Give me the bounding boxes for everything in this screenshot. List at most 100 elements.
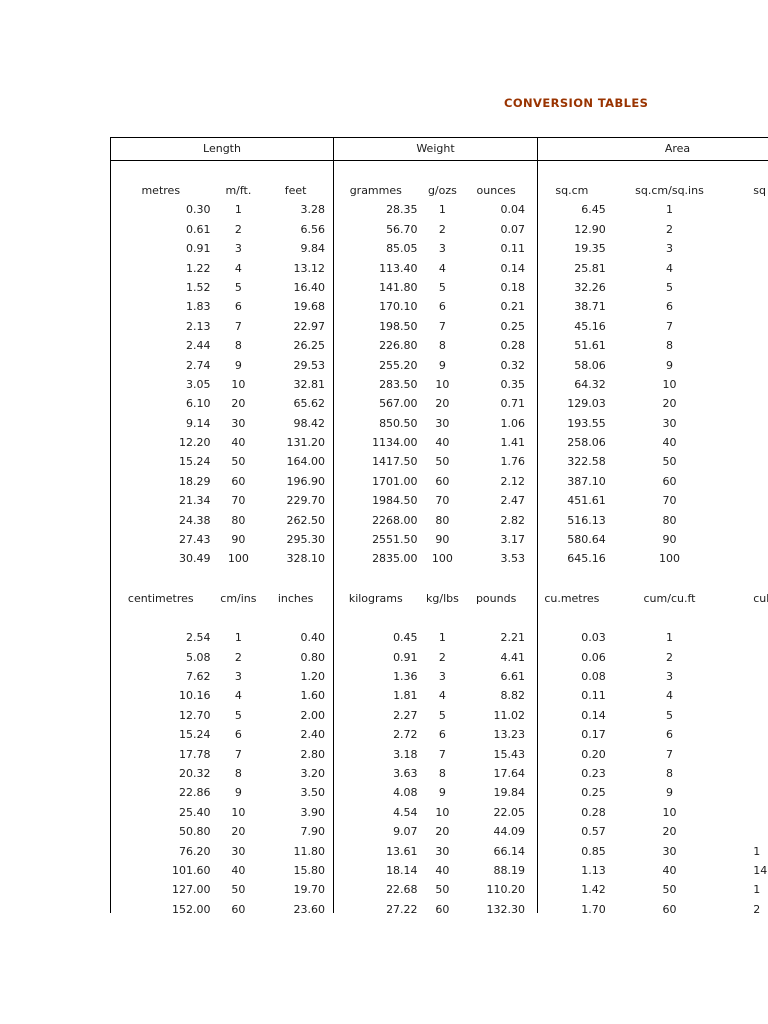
cell — [733, 725, 768, 744]
cell: 1.83 — [186, 300, 211, 314]
cell: 56.70 — [386, 222, 418, 236]
cell: 50.80 — [179, 825, 211, 839]
cell: 50 — [662, 455, 677, 469]
cell: 20 — [662, 825, 677, 839]
cell: 70 — [662, 494, 677, 508]
cell: 30 — [435, 844, 450, 858]
table-row: 58.06 9 — [538, 356, 768, 375]
cell: 6 — [234, 728, 242, 742]
weight-column-group: grammes g/ozs ounces 28.35 1 0.04 56.70 2 0.07 85… — [334, 161, 538, 913]
table-row: 387.10 60 — [538, 472, 768, 491]
cell: 4.08 — [393, 786, 418, 800]
table-row: 30.49 100 328.10 — [111, 549, 333, 568]
table-row: 5.08 2 0.80 — [111, 648, 333, 667]
column-header: ounces — [476, 184, 516, 197]
cell: 21.34 — [179, 494, 211, 508]
cell — [733, 375, 768, 394]
cell: 19.70 — [293, 883, 325, 897]
column-header: g/ozs — [427, 184, 457, 197]
table-row: 0.45 1 2.21 — [334, 628, 537, 647]
table-row: 10.16 4 1.60 — [111, 686, 333, 705]
cell: 20 — [231, 397, 246, 411]
cell: 85.05 — [386, 242, 418, 256]
cell — [733, 667, 768, 686]
table-row: 15.24 50 164.00 — [111, 452, 333, 471]
column-header-row: sq.cm sq.cm/sq.ins sq — [538, 181, 768, 200]
cell: 7 — [234, 319, 242, 333]
cell: 9.84 — [300, 242, 325, 256]
table-row: 226.80 8 0.28 — [334, 336, 537, 355]
table-row: 21.34 70 229.70 — [111, 491, 333, 510]
cell — [733, 394, 768, 413]
cell: 4 — [438, 261, 446, 275]
cell: 6 — [438, 728, 446, 742]
table-row: 0.85 30 1 — [538, 842, 768, 861]
cell — [733, 530, 768, 549]
cell: 4 — [234, 689, 242, 703]
cell — [733, 822, 768, 841]
cell: 5 — [665, 280, 673, 294]
row-spacer — [538, 161, 768, 181]
cell: 567.00 — [379, 397, 418, 411]
table-row: 6.10 20 65.62 — [111, 394, 333, 413]
cell: 38.71 — [574, 300, 606, 314]
cell: 0.25 — [500, 319, 526, 333]
cell: 9 — [665, 786, 673, 800]
table-row: 2.13 7 22.97 — [111, 317, 333, 336]
cell: 2.82 — [500, 513, 526, 527]
cell: 516.13 — [567, 513, 606, 527]
table-row: 1.13 40 14 — [538, 861, 768, 880]
cell: 22.68 — [386, 883, 418, 897]
cell: 3 — [234, 242, 242, 256]
table-row: 0.11 4 — [538, 686, 768, 705]
table-row: 322.58 50 — [538, 452, 768, 471]
table-row: 22.86 9 3.50 — [111, 783, 333, 802]
cell: 127.00 — [172, 883, 211, 897]
table-row: 17.78 7 2.80 — [111, 745, 333, 764]
table-row: 1.83 6 19.68 — [111, 297, 333, 316]
cell — [733, 783, 768, 802]
cell: 0.71 — [500, 397, 526, 411]
cell: 0.06 — [581, 650, 606, 664]
table-row: 1.36 3 6.61 — [334, 667, 537, 686]
table-row: 3.05 10 32.81 — [111, 375, 333, 394]
cell: 51.61 — [574, 339, 606, 353]
cell: 20 — [435, 397, 450, 411]
cell: 5 — [438, 280, 446, 294]
cell: 8.82 — [500, 689, 526, 703]
row-spacer — [111, 569, 333, 589]
cell: 70 — [231, 494, 246, 508]
cell: 30 — [662, 844, 677, 858]
cell: 100 — [431, 552, 453, 566]
cell: 3.50 — [300, 786, 325, 800]
table-row: 0.91 2 4.41 — [334, 648, 537, 667]
cell: 4 — [234, 261, 242, 275]
cell: 2.74 — [186, 358, 211, 372]
cell: 5 — [234, 280, 242, 294]
cell: 76.20 — [179, 844, 211, 858]
cell: 2.12 — [500, 474, 526, 488]
cell: 164.00 — [286, 455, 325, 469]
cell: 30.49 — [179, 552, 211, 566]
cell: 8 — [665, 766, 673, 780]
cell: 1.60 — [300, 689, 325, 703]
cell: 2.21 — [500, 631, 526, 645]
cell: 2.00 — [300, 708, 325, 722]
column-header: sq — [753, 184, 766, 197]
table-row: 0.17 6 — [538, 725, 768, 744]
cell: 5 — [665, 708, 673, 722]
cell: 0.57 — [581, 825, 606, 839]
cell: 15.80 — [293, 863, 325, 877]
cell: 193.55 — [567, 416, 606, 430]
cell: 15.24 — [179, 728, 211, 742]
cell: 2.44 — [186, 339, 211, 353]
cell: 0.80 — [300, 650, 325, 664]
cell: 8 — [665, 339, 673, 353]
cell: 6 — [438, 300, 446, 314]
cell: 66.14 — [493, 844, 526, 858]
cell: 2 — [234, 222, 242, 236]
cell: 18.29 — [179, 474, 211, 488]
cell: 3 — [438, 242, 446, 256]
cell: 1 — [665, 203, 673, 217]
cell: 0.14 — [500, 261, 526, 275]
